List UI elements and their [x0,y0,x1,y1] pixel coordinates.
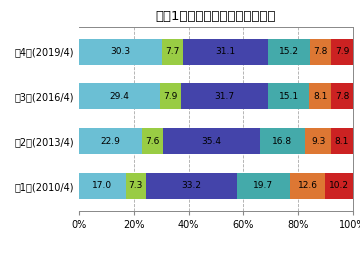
Text: 19.7: 19.7 [253,181,274,190]
Text: 22.9: 22.9 [100,137,121,146]
Text: 15.2: 15.2 [279,47,299,56]
Text: 35.4: 35.4 [201,137,221,146]
Bar [181,83,268,109]
Bar [163,128,260,154]
Bar [183,39,268,65]
Text: 16.8: 16.8 [273,137,293,146]
Text: 7.7: 7.7 [166,47,180,56]
Text: 7.9: 7.9 [163,92,177,101]
Bar [237,173,291,199]
Bar [268,83,309,109]
Bar [146,173,237,199]
Bar [291,173,325,199]
Text: 8.1: 8.1 [335,137,349,146]
Text: 12.6: 12.6 [298,181,318,190]
Text: 7.3: 7.3 [129,181,143,190]
Title: 昨年1年間にギフトを贈った回数: 昨年1年間にギフトを贈った回数 [156,10,276,23]
Bar [79,39,162,65]
Text: 33.2: 33.2 [181,181,201,190]
Bar [268,39,310,65]
Bar [79,128,142,154]
Bar [79,83,159,109]
Text: 7.6: 7.6 [145,137,159,146]
Text: 31.1: 31.1 [216,47,236,56]
Text: 29.4: 29.4 [109,92,129,101]
Text: 7.9: 7.9 [335,47,349,56]
Text: 17.0: 17.0 [93,181,113,190]
Bar [310,39,331,65]
Bar [142,128,163,154]
Bar [306,128,331,154]
Bar [332,83,353,109]
Bar [126,173,146,199]
Text: 31.7: 31.7 [215,92,235,101]
Bar [162,39,183,65]
Text: 8.1: 8.1 [313,92,328,101]
Bar [331,128,353,154]
Text: 30.3: 30.3 [111,47,131,56]
Text: 7.8: 7.8 [313,47,328,56]
Bar [159,83,181,109]
Bar [325,173,353,199]
Text: 9.3: 9.3 [311,137,325,146]
Bar [260,128,306,154]
Text: 10.2: 10.2 [329,181,349,190]
Text: 7.8: 7.8 [335,92,349,101]
Bar [331,39,353,65]
Text: 15.1: 15.1 [279,92,299,101]
Bar [79,173,126,199]
Bar [309,83,332,109]
